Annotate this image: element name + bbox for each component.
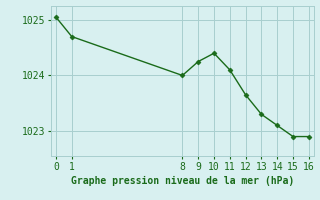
X-axis label: Graphe pression niveau de la mer (hPa): Graphe pression niveau de la mer (hPa) bbox=[71, 176, 294, 186]
